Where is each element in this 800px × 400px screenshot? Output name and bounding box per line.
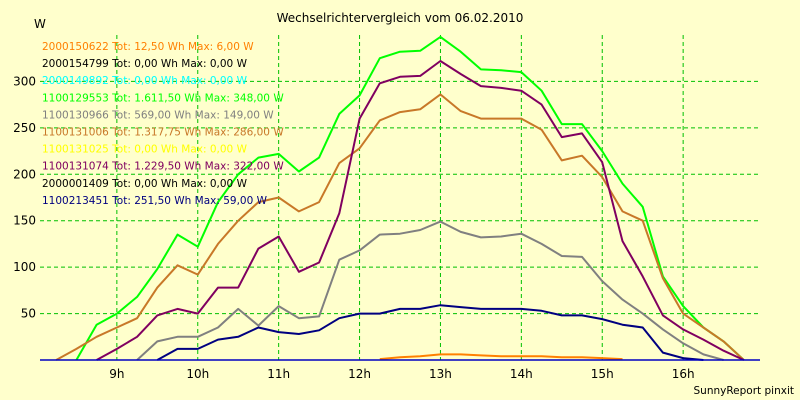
legend-entry: 1100213451 Tot: 251,50 Wh Max: 59,00 W <box>42 195 268 207</box>
x-tick-label: 9h <box>109 367 124 381</box>
x-axis-ticks: 9h 10h 11h 12h 13h 14h 15h 16h <box>109 367 694 381</box>
y-axis-ticks: 50 100 150 200 250 300 <box>13 74 36 320</box>
series-line-3 <box>75 35 745 361</box>
y-tick-label: 200 <box>13 167 36 181</box>
series-line-5 <box>55 93 745 361</box>
legend-entry: 2000150622 Tot: 12,50 Wh Max: 6,00 W <box>42 41 254 53</box>
y-tick-label: 250 <box>13 121 36 135</box>
y-tick-label: 50 <box>21 307 36 321</box>
legend-entry: 1100131006 Tot: 1.317,75 Wh Max: 286,00 … <box>42 127 284 139</box>
footer-credit: SunnyReport pinxit <box>694 385 794 397</box>
series-line-0 <box>379 353 623 361</box>
chart-title: Wechselrichtervergleich vom 06.02.2010 <box>277 11 524 25</box>
plot-area <box>40 35 760 360</box>
series-line-4 <box>136 220 724 361</box>
legend: 2000150622 Tot: 12,50 Wh Max: 6,00 W 2000… <box>42 41 284 207</box>
series-line-9 <box>156 304 704 361</box>
x-tick-label: 13h <box>429 367 452 381</box>
legend-entry: 1100129553 Tot: 1.611,50 Wh Max: 348,00 … <box>42 92 284 104</box>
x-tick-label: 14h <box>510 367 533 381</box>
legend-entry: 2000149892 Tot: 0,00 Wh Max: 0,00 W <box>42 75 248 87</box>
x-tick-label: 10h <box>186 367 209 381</box>
x-tick-label: 16h <box>672 367 695 381</box>
y-tick-label: 100 <box>13 260 36 274</box>
legend-entry: 2000154799 Tot: 0,00 Wh Max: 0,00 W <box>42 58 248 70</box>
legend-entry: 1100130966 Tot: 569,00 Wh Max: 149,00 W <box>42 109 274 121</box>
x-tick-label: 12h <box>348 367 371 381</box>
y-axis-label: W <box>34 17 46 31</box>
legend-entry: 1100131025 Tot: 0,00 Wh Max: 0,00 W <box>42 144 248 156</box>
x-tick-label: 15h <box>591 367 614 381</box>
series-line-7 <box>96 60 745 361</box>
y-tick-label: 300 <box>13 74 36 88</box>
x-tick-label: 11h <box>267 367 290 381</box>
series-lines <box>55 35 745 361</box>
legend-entry: 1100131074 Tot: 1.229,50 Wh Max: 322,00 … <box>42 161 284 173</box>
y-tick-label: 150 <box>13 214 36 228</box>
legend-entry: 2000001409 Tot: 0,00 Wh Max: 0,00 W <box>42 178 248 190</box>
